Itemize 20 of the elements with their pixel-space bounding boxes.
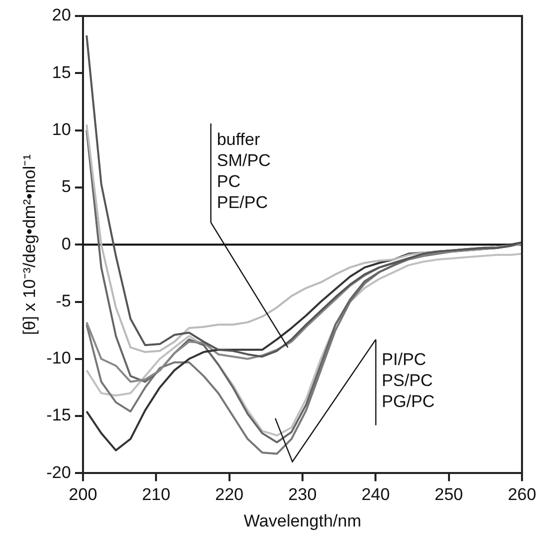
x-axis-title: Wavelength/nm	[244, 511, 362, 530]
annotation: buffer SM/PC PC PE/PC	[216, 130, 271, 212]
y-tick-label: 0	[62, 234, 71, 254]
y-tick-label: 10	[52, 120, 71, 139]
y-tick-label: 20	[52, 6, 71, 25]
x-tick-label: 230	[288, 485, 317, 504]
y-tick-label: -20	[46, 462, 71, 482]
y-tick-label: 5	[62, 177, 71, 196]
x-tick-label: 260	[508, 485, 536, 504]
x-tick-label: 200	[68, 485, 98, 504]
y-tick-label: 15	[52, 62, 71, 82]
y-axis-title: [θ] x 10⁻³/deg•dm²•mol⁻¹	[20, 154, 39, 335]
x-tick-label: 210	[142, 485, 170, 504]
x-tick-label: 240	[361, 485, 390, 504]
y-tick-label: -15	[46, 406, 71, 425]
x-tick-label: 220	[215, 485, 244, 504]
y-tick-label: -10	[46, 348, 71, 368]
y-tick-label: -5	[56, 291, 71, 310]
annotation: PI/PC PS/PC PG/PC	[382, 350, 435, 412]
x-tick-label: 250	[434, 485, 464, 504]
